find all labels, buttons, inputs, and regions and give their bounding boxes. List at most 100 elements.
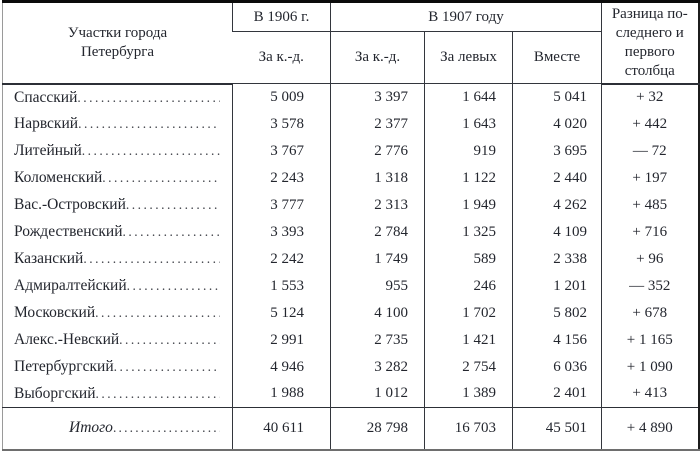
kd-1907-value: 3 397 (330, 83, 425, 111)
together-1907-value: 4 156 (511, 326, 602, 354)
table-row: Адмиралтейский 1 553 955 246 1 201 — 352 (3, 272, 699, 300)
difference-value: + 413 (601, 380, 699, 408)
kd-1907-value: 2 776 (330, 137, 425, 165)
kd-1906-value: 5 124 (232, 299, 331, 327)
district-cell: Московский (3, 300, 233, 327)
totals-together-1907: 45 501 (511, 407, 602, 450)
district-cell: Алекс.-Невский (3, 327, 233, 354)
kd-1906-value: 5 009 (232, 83, 331, 111)
column-header-difference: Разница по- следнего и первого столбца (601, 1, 699, 85)
district-name: Коломенский (14, 169, 103, 187)
kd-1906-value: 3 578 (232, 110, 331, 138)
together-1907-value: 5 802 (511, 299, 602, 327)
difference-value: + 197 (601, 164, 699, 192)
totals-kd-1907: 28 798 (330, 407, 425, 450)
dot-leader (113, 419, 220, 438)
header-line: Разница по- (611, 5, 688, 22)
left-1907-value: 1 122 (424, 164, 513, 192)
header-sub-row: За к.-д. За к.-д. За левых Вместе (3, 31, 699, 84)
left-1907-value: 1 643 (424, 110, 513, 138)
left-1907-value: 246 (424, 272, 513, 300)
kd-1906-value: 4 946 (232, 353, 331, 381)
subheader-left-1907: За левых (424, 31, 513, 84)
dot-leader (119, 331, 220, 350)
district-name: Казанский (14, 250, 84, 268)
difference-value: + 96 (601, 245, 699, 273)
kd-1906-value: 3 767 (232, 137, 331, 165)
difference-value: — 352 (601, 272, 699, 300)
kd-1906-value: 1 553 (232, 272, 331, 300)
kd-1907-value: 1 012 (330, 380, 425, 408)
subheader-kd-1907: За к.-д. (330, 31, 425, 84)
subheader-kd-1906: За к.-д. (232, 31, 331, 84)
together-1907-value: 4 262 (511, 191, 602, 219)
district-name: Адмиралтейский (14, 277, 127, 295)
together-1907-value: 2 338 (511, 245, 602, 273)
district-name: Нарвский (14, 115, 79, 133)
table-row: Московский 5 124 4 100 1 702 5 802 + 678 (3, 299, 699, 327)
kd-1907-value: 955 (330, 272, 425, 300)
difference-value: + 1 165 (601, 326, 699, 354)
district-cell: Литейный (3, 138, 233, 165)
kd-1906-value: 3 777 (232, 191, 331, 219)
difference-value: + 442 (601, 110, 699, 138)
district-cell: Вас.-Островский (3, 192, 233, 219)
together-1907-value: 6 036 (511, 353, 602, 381)
together-1907-value: 4 109 (511, 218, 602, 246)
district-cell: Казанский (3, 246, 233, 273)
district-cell: Спасский (3, 84, 233, 111)
left-1907-value: 1 702 (424, 299, 513, 327)
header-line: следнего и (615, 24, 684, 41)
left-1907-value: 919 (424, 137, 513, 165)
left-1907-value: 1 389 (424, 380, 513, 408)
dot-leader (127, 277, 220, 296)
district-name: Вас.-Островский (14, 196, 126, 214)
header-line: столбца (624, 62, 675, 79)
dot-leader (83, 250, 220, 269)
together-1907-value: 4 020 (511, 110, 602, 138)
difference-value: + 716 (601, 218, 699, 246)
district-cell: Рождественский (3, 219, 233, 246)
district-name: Алекс.-Невский (14, 331, 120, 349)
totals-label-cell: Итого (2, 407, 233, 450)
dot-leader (114, 358, 220, 377)
group-header-1907: В 1907 году (329, 1, 602, 32)
kd-1907-value: 2 313 (330, 191, 425, 219)
table-row: Спасский 5 009 3 397 1 644 5 041 + 32 (3, 83, 699, 111)
header-line: первого (624, 43, 675, 60)
left-1907-value: 1 421 (424, 326, 513, 354)
totals-difference: + 4 890 (601, 407, 699, 450)
left-1907-value: 1 325 (424, 218, 513, 246)
difference-value: — 72 (601, 137, 699, 165)
group-header-1906: В 1906 г. (232, 1, 331, 32)
totals-row: Итого 40 611 28 798 16 703 45 501 + 4 89… (2, 407, 699, 450)
district-name: Литейный (14, 142, 82, 160)
subheader-together-1907: Вместе (511, 31, 602, 84)
difference-value: + 1 090 (601, 353, 699, 381)
dot-leader (77, 89, 220, 108)
left-1907-value: 1 949 (424, 191, 513, 219)
kd-1906-value: 2 991 (232, 326, 331, 354)
table-row: Коломенский 2 243 1 318 1 122 2 440 + 19… (3, 164, 699, 192)
together-1907-value: 1 201 (511, 272, 602, 300)
header-line: Петербурга (80, 43, 155, 60)
left-1907-value: 589 (424, 245, 513, 273)
kd-1906-value: 3 393 (232, 218, 331, 246)
column-header-districts: Участки города Петербурга (2, 1, 233, 85)
table-row: Вас.-Островский 3 777 2 313 1 949 4 262 … (3, 191, 699, 219)
district-cell: Коломенский (3, 165, 233, 192)
kd-1907-value: 2 377 (330, 110, 425, 138)
totals-left-1907: 16 703 (424, 407, 513, 450)
table-row: Петербургский 4 946 3 282 2 754 6 036 + … (3, 353, 699, 381)
together-1907-value: 5 041 (511, 83, 602, 111)
kd-1906-value: 2 243 (232, 164, 331, 192)
district-cell: Выборгский (3, 381, 233, 408)
district-cell: Адмиралтейский (3, 273, 233, 300)
header-group-row: Участки города Петербурга В 1906 г. В 19… (2, 1, 699, 85)
kd-1907-value: 2 784 (330, 218, 425, 246)
kd-1907-value: 1 318 (330, 164, 425, 192)
table-row: Казанский 2 242 1 749 589 2 338 + 96 (3, 245, 699, 273)
table-row: Литейный 3 767 2 776 919 3 695 — 72 (3, 137, 699, 165)
